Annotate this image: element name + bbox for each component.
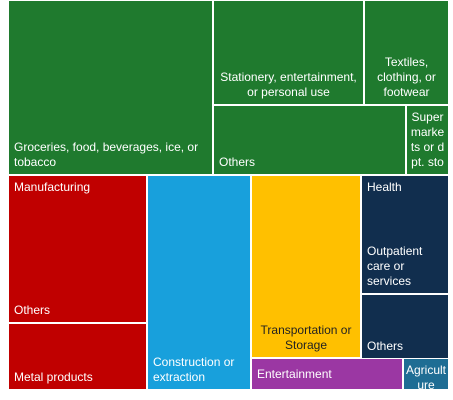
treemap-label-retail-others: Others	[219, 155, 256, 169]
treemap-tile-agriculture: Agriculture	[404, 359, 448, 389]
treemap-label-metal-products: Metal products	[14, 370, 93, 384]
treemap-label-agriculture: Agriculture	[406, 363, 447, 389]
treemap-tile-metal-products: Metal products	[9, 324, 146, 389]
treemap-label-outpatient: Outpatient care or services	[367, 244, 423, 288]
treemap-tile-transportation: Transportation or Storage	[252, 176, 360, 357]
treemap-label-manufacturing-others: Others	[14, 303, 51, 317]
treemap-label-health: Health	[367, 180, 402, 194]
treemap-tile-retail-others: Others	[214, 106, 405, 174]
treemap-tile-health-others: Others	[362, 295, 448, 358]
treemap-tile-groceries: Groceries, food, beverages, ice, or toba…	[9, 1, 212, 174]
treemap-tile-stationery: Stationery, entertainment, or personal u…	[214, 1, 363, 104]
treemap-tile-manufacturing-others: Others	[9, 176, 146, 322]
treemap-label-construction: Construction or extraction	[153, 355, 235, 384]
treemap-label-stationery: Stationery, entertainment, or personal u…	[220, 70, 357, 99]
treemap-tile-construction: Construction or extraction	[148, 176, 250, 389]
treemap-tile-health: Health	[362, 176, 448, 293]
treemap-tile-outpatient: Outpatient care or services	[362, 176, 448, 293]
treemap-tile-textiles: Textiles, clothing, or footwear	[365, 1, 448, 104]
treemap-label-entertainment: Entertainment	[257, 366, 332, 381]
treemap-tile-supermarkets: Supermarkets or dpt. stores	[407, 106, 448, 174]
treemap-label-supermarkets: Supermarkets or dpt. stores	[410, 110, 445, 174]
treemap-tile-manufacturing: Manufacturing	[9, 176, 146, 322]
treemap-label-manufacturing: Manufacturing	[14, 180, 91, 194]
treemap-tile-entertainment: Entertainment	[252, 359, 402, 389]
treemap-label-transportation: Transportation or Storage	[260, 323, 352, 352]
treemap-label-groceries: Groceries, food, beverages, ice, or toba…	[14, 140, 199, 169]
treemap-label-textiles: Textiles, clothing, or footwear	[377, 55, 436, 99]
treemap-label-health-others: Others	[367, 339, 404, 353]
